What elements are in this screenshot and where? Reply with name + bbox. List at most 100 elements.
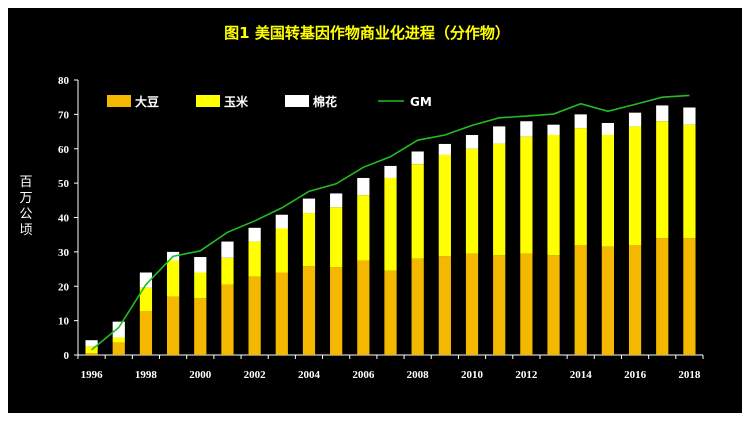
x-tick-label: 2016 [624,369,647,381]
bar-2016-segment [628,245,642,355]
bar-2003-segment [275,214,288,229]
bar-1997-segment [112,337,125,343]
bar-2014-segment [574,114,587,129]
bar-2005-segment [330,193,343,208]
x-tick-label: 2008 [407,369,430,381]
bar-2011-segment [493,143,506,256]
x-tick-label: 1998 [135,369,158,381]
bar-2011-segment [493,126,506,144]
bar-2004-segment [302,198,316,214]
legend-swatch [285,95,309,107]
bar-1996-segment [85,353,98,355]
bar-2003-segment [275,272,288,355]
bar-2001-segment [221,284,234,355]
gm-series-line [91,94,690,351]
bar-2018-segment [683,238,696,355]
x-tick-label: 2010 [461,369,484,381]
bar-2011-segment [493,255,506,355]
bar-2018-segment [683,124,696,239]
bar-2004-segment [302,213,316,267]
y-tick-label: 20 [58,281,70,293]
bar-2008-segment [411,164,424,259]
bar-2017-segment [656,105,669,122]
legend-label: 棉花 [313,94,337,109]
bar-2003-segment [275,228,288,273]
bar-2009-segment [438,256,451,355]
bar-2002-segment [248,276,261,355]
bar-2013-segment [547,124,560,135]
bar-2005-segment [330,207,343,268]
bar-2010-segment [465,135,479,149]
bar-2000-segment [194,257,207,273]
bar-2010-segment [465,253,479,355]
bar-2018-segment [683,107,696,125]
bar-2014-segment [574,245,587,355]
bar-1999-segment [166,296,180,355]
y-tick-label: 40 [58,213,70,225]
legend-label: GM [410,95,432,109]
y-tick-label: 60 [58,144,70,156]
x-tick-label: 2000 [189,369,212,381]
bar-2008-segment [411,258,424,355]
x-tick-label: 2004 [298,369,321,381]
bar-2017-segment [656,121,669,239]
y-tick-label: 10 [58,316,70,328]
bar-2006-segment [357,195,370,261]
bar-2007-segment [384,177,397,271]
bar-2014-segment [574,128,587,245]
bar-2004-segment [302,266,316,355]
y-tick-label: 30 [58,247,70,259]
y-tick-label: 80 [58,75,70,87]
bar-2012-segment [520,121,533,137]
legend-label: 大豆 [135,94,159,109]
bar-2009-segment [438,143,451,155]
bar-2010-segment [465,148,479,254]
bar-2017-segment [656,238,669,355]
legend-label: 玉米 [224,94,249,109]
bar-2006-segment [357,177,370,196]
bar-2000-segment [194,298,207,355]
y-tick-label: 0 [64,350,70,362]
bar-2001-segment [221,241,234,258]
bar-2008-segment [411,151,424,165]
legend-swatch [107,95,131,107]
chart-frame [8,8,742,413]
bar-1997-segment [112,321,125,338]
bar-1996-segment [85,340,98,347]
bar-1997-segment [112,342,125,355]
bar-2015-segment [601,135,615,247]
bar-2007-segment [384,270,397,355]
bar-2013-segment [547,135,560,256]
bar-2000-segment [194,272,207,299]
bar-1998-segment [139,272,153,288]
x-tick-label: 2014 [570,369,593,381]
bar-2016-segment [628,112,642,127]
bar-2013-segment [547,255,560,355]
x-tick-label: 1996 [81,369,104,381]
x-tick-label: 2002 [244,369,267,381]
bar-2006-segment [357,260,370,355]
y-tick-label: 70 [58,109,70,121]
bar-2015-segment [601,122,615,135]
bar-2016-segment [628,126,642,245]
bar-2009-segment [438,154,451,257]
x-tick-label: 2006 [352,369,375,381]
y-axis-label: 百万公顷 [19,175,33,238]
x-tick-label: 2018 [678,369,701,381]
bar-1998-segment [139,311,153,355]
y-tick-label: 50 [58,178,70,190]
x-tick-label: 2012 [515,369,538,381]
bar-2012-segment [520,253,533,355]
bar-2005-segment [330,267,343,355]
bar-2007-segment [384,165,397,178]
chart-title: 图1 美国转基因作物商业化进程（分作物） [224,24,510,42]
bar-2002-segment [248,241,261,277]
bar-2001-segment [221,257,234,285]
bar-2002-segment [248,227,261,242]
legend-swatch [196,95,220,107]
bar-2012-segment [520,136,533,254]
bar-2015-segment [601,246,615,355]
bar-1999-segment [166,260,180,297]
bar-1998-segment [139,287,153,311]
